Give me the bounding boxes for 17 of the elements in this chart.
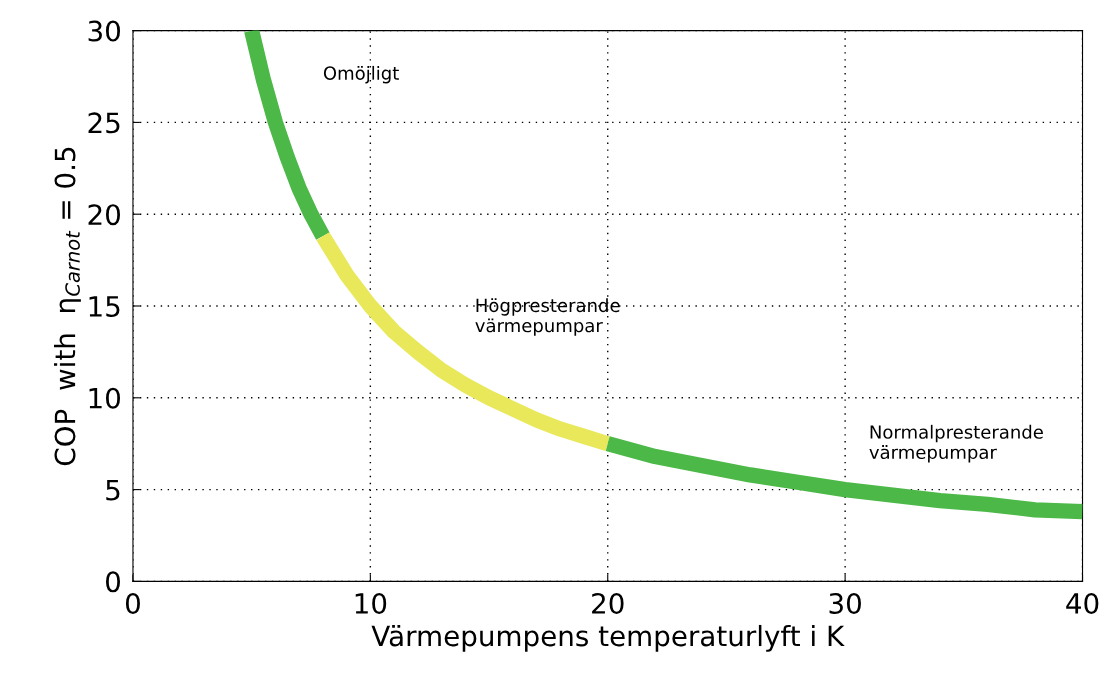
x-tick-label: 40	[1066, 593, 1099, 615]
x-tick-label: 30	[829, 593, 861, 615]
annotation: Högpresterande värmepumpar	[475, 298, 620, 336]
x-tick-label: 20	[592, 593, 624, 615]
y-tick-label: 0	[106, 571, 120, 593]
y-tick-label: 10	[89, 387, 120, 409]
y-tick-label: 20	[88, 204, 120, 226]
y-tick-label: 25	[88, 112, 120, 134]
x-tick-label: 0	[125, 593, 140, 615]
annotation: Normalpresterande värmepumpar	[869, 424, 1043, 463]
x-tick-label: 10	[355, 593, 387, 615]
x-axis-title: Värmepumpens temperaturlyft i K	[371, 624, 845, 652]
y-tick-label: 5	[106, 479, 120, 501]
annotation: Omöjligt	[323, 65, 399, 84]
y-tick-label: 15	[89, 296, 120, 317]
y-tick-label: 30	[88, 20, 120, 42]
y-axis-title: COP with η$_{Carnot}$ = 0.5	[54, 147, 81, 466]
